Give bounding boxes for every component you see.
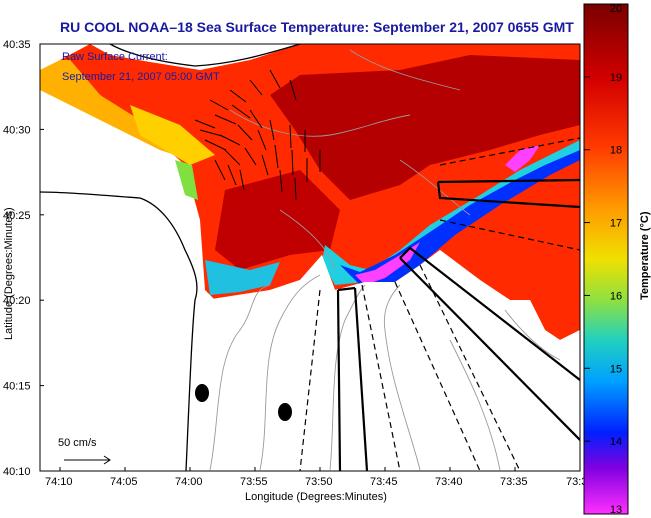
colorbar-tick-label: 13 <box>610 504 622 516</box>
land-long-island <box>40 44 90 70</box>
sst-cold-front-cyan <box>322 140 580 285</box>
x-tick-label: 74:05 <box>110 476 138 488</box>
x-tick-label: 74:10 <box>45 476 73 488</box>
land-northeast-coast <box>90 44 300 70</box>
coastline <box>40 191 198 471</box>
x-tick-label: 73:55 <box>240 476 268 488</box>
current-vectors <box>194 69 321 201</box>
bathymetry-contours <box>209 49 561 471</box>
y-tick-label: 40:15 <box>3 381 31 393</box>
sst-hot-core <box>270 55 580 200</box>
scale-label: 50 cm/s <box>58 437 97 449</box>
plot-frame <box>39 43 581 472</box>
colorbar-tick-label: 18 <box>610 145 622 157</box>
inset-line-2: September 21, 2007 05:00 GMT <box>62 71 220 83</box>
transect-lines <box>299 137 580 471</box>
y-tick-label: 40:30 <box>3 124 31 136</box>
coastline-north <box>109 44 301 67</box>
y-axis: 40:35 40:30 40:25 40:20 40:15 40:10 <box>3 39 44 478</box>
colorbar-tick-label: 19 <box>610 72 622 84</box>
y-tick-label: 40:20 <box>3 295 31 307</box>
inset-line-1: Raw Surface Current: <box>62 51 168 63</box>
sst-cold-front-blue <box>340 150 580 285</box>
colorbar-tick-label: 20 <box>610 3 622 15</box>
x-tick-label: 73:35 <box>500 476 528 488</box>
sst-magenta-patch <box>505 145 540 172</box>
colorbar-tick-label: 16 <box>610 290 622 302</box>
y-axis-label: Latitude (Degrees:Minutes) <box>3 207 15 340</box>
plot-area <box>40 44 580 471</box>
map-title: RU COOL NOAA–18 Sea Surface Temperature:… <box>60 19 574 35</box>
colorbar-tick-label: 14 <box>610 436 622 448</box>
x-axis: 74:10 74:05 74:00 73:55 73:50 73:45 73:40 73:35… <box>45 467 587 488</box>
sst-nearshore-green <box>175 160 198 200</box>
x-tick-label: 73:45 <box>370 476 398 488</box>
land-sandy-hook <box>40 198 200 471</box>
sst-hot-core-2 <box>215 170 340 270</box>
y-tick-label: 40:35 <box>3 39 31 51</box>
x-axis-label: Longitude (Degrees:Minutes) <box>245 491 387 503</box>
colorbar-tick-label: 15 <box>610 363 622 375</box>
x-tick-label: 73:50 <box>305 476 333 488</box>
x-tick-label: 73:40 <box>435 476 463 488</box>
x-tick-label: 74:00 <box>175 476 203 488</box>
radar-site-2 <box>278 403 292 421</box>
colorbar-label: Temperature (°C) <box>639 211 651 300</box>
colorbar-tick-label: 17 <box>610 218 622 230</box>
x-tick-label: 73:3 <box>566 476 587 488</box>
radar-site-1 <box>195 384 209 402</box>
colorbar-ticks: 20 19 18 17 16 15 14 13 <box>584 3 622 516</box>
sst-cool-left-edge <box>205 260 280 295</box>
y-tick-label: 40:25 <box>3 210 31 222</box>
scale-arrow <box>64 455 111 465</box>
colorbar <box>583 3 629 515</box>
y-tick-label: 40:10 <box>3 466 31 478</box>
sst-nearshore-yellow <box>130 105 215 165</box>
